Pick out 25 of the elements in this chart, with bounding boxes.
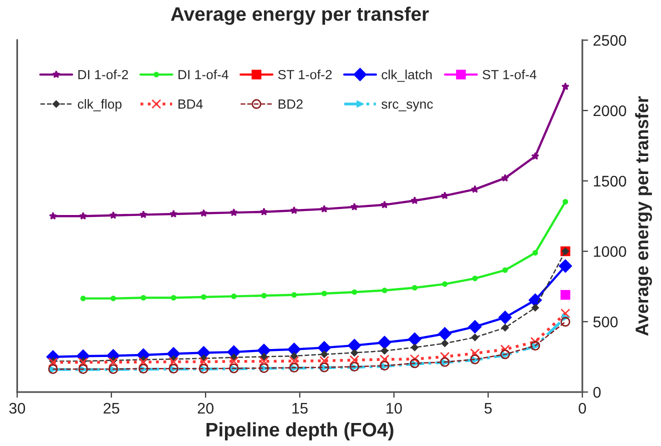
y-axis-title: Average energy per transfer <box>635 96 652 336</box>
y-tick-label: 1500 <box>594 176 626 187</box>
x-tick-label: 5 <box>484 403 492 414</box>
x-tick-label: 20 <box>198 402 214 414</box>
y-tick-label: 0 <box>593 386 601 398</box>
x-tick-label: 10 <box>386 402 402 414</box>
legend-label: DI 1-of-4 <box>178 70 228 80</box>
legend-label: clk_flop <box>78 99 122 112</box>
legend-label: clk_latch <box>382 70 432 82</box>
x-tick-label: 25 <box>104 402 120 414</box>
legend-label: ST 1-of-2 <box>278 70 332 80</box>
y-tick-label: 2000 <box>594 105 626 116</box>
x-tick-label: 0 <box>578 402 586 414</box>
legend-label: src_sync <box>382 102 433 112</box>
y-tick-label: 500 <box>593 316 618 328</box>
legend-label: BD4 <box>178 100 203 109</box>
x-tick-label: 30 <box>9 402 26 414</box>
legend-label: BD2 <box>278 99 303 109</box>
chart-title: Average energy per transfer <box>170 6 429 25</box>
legend-label: ST 1-of-4 <box>482 70 536 80</box>
x-axis-title: Pipeline depth (FO4) <box>206 422 394 440</box>
y-tick-label: 1000 <box>594 246 626 257</box>
x-tick-label: 15 <box>292 403 308 414</box>
y-tick-label: 2500 <box>594 35 626 46</box>
legend-label: DI 1-of-2 <box>78 70 128 80</box>
